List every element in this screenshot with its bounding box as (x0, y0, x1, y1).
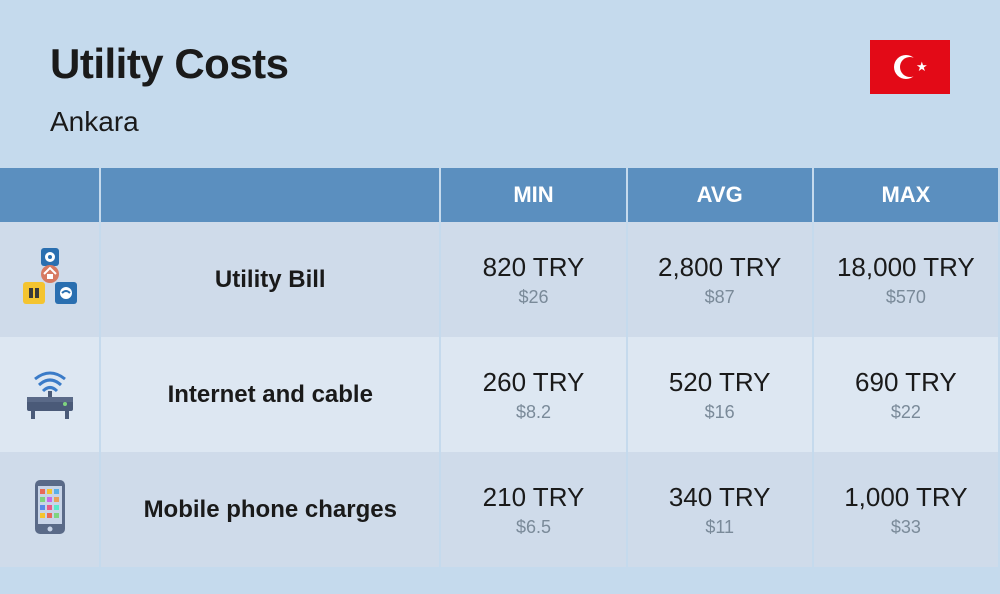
costs-table: MIN AVG MAX (0, 168, 1000, 567)
row-label: Internet and cable (100, 337, 440, 452)
cell-avg: 340 TRY $11 (627, 452, 813, 567)
row-label: Utility Bill (100, 222, 440, 337)
cell-min: 210 TRY $6.5 (440, 452, 626, 567)
mobile-icon (0, 452, 100, 567)
page-title: Utility Costs (50, 40, 289, 88)
val-secondary: $11 (638, 517, 802, 538)
col-avg: AVG (627, 168, 813, 222)
val-primary: 520 TRY (638, 367, 802, 398)
val-primary: 210 TRY (451, 482, 615, 513)
val-secondary: $570 (824, 287, 988, 308)
cell-min: 260 TRY $8.2 (440, 337, 626, 452)
cell-avg: 520 TRY $16 (627, 337, 813, 452)
page-subtitle: Ankara (50, 106, 289, 138)
val-secondary: $6.5 (451, 517, 615, 538)
cell-min: 820 TRY $26 (440, 222, 626, 337)
cell-avg: 2,800 TRY $87 (627, 222, 813, 337)
val-primary: 2,800 TRY (638, 252, 802, 283)
internet-icon (0, 337, 100, 452)
val-secondary: $26 (451, 287, 615, 308)
cell-max: 18,000 TRY $570 (813, 222, 999, 337)
table-header-row: MIN AVG MAX (0, 168, 999, 222)
val-secondary: $33 (824, 517, 988, 538)
table-row: Mobile phone charges 210 TRY $6.5 340 TR… (0, 452, 999, 567)
col-label (100, 168, 440, 222)
val-primary: 690 TRY (824, 367, 988, 398)
val-primary: 820 TRY (451, 252, 615, 283)
col-icon (0, 168, 100, 222)
cell-max: 1,000 TRY $33 (813, 452, 999, 567)
val-secondary: $87 (638, 287, 802, 308)
table-row: Utility Bill 820 TRY $26 2,800 TRY $87 1… (0, 222, 999, 337)
col-min: MIN (440, 168, 626, 222)
val-secondary: $16 (638, 402, 802, 423)
val-primary: 18,000 TRY (824, 252, 988, 283)
utility-icon (0, 222, 100, 337)
table-row: Internet and cable 260 TRY $8.2 520 TRY … (0, 337, 999, 452)
row-label: Mobile phone charges (100, 452, 440, 567)
val-primary: 260 TRY (451, 367, 615, 398)
val-secondary: $8.2 (451, 402, 615, 423)
flag-turkey-icon: ★ (870, 40, 950, 94)
cell-max: 690 TRY $22 (813, 337, 999, 452)
val-primary: 340 TRY (638, 482, 802, 513)
val-primary: 1,000 TRY (824, 482, 988, 513)
header: Utility Costs Ankara ★ (0, 0, 1000, 168)
title-block: Utility Costs Ankara (50, 40, 289, 138)
col-max: MAX (813, 168, 999, 222)
val-secondary: $22 (824, 402, 988, 423)
